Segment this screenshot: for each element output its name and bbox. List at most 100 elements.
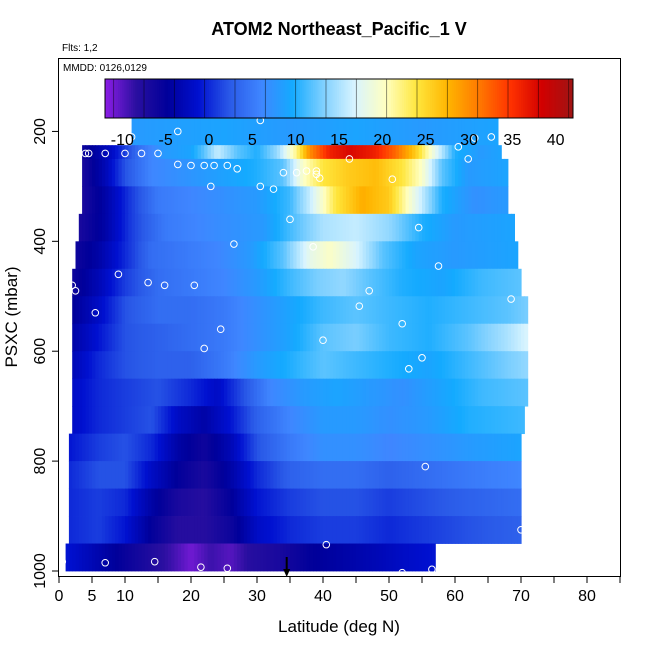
heatmap-cell: [111, 213, 116, 242]
heatmap-cell: [128, 145, 133, 160]
heatmap-cell: [365, 117, 370, 146]
heatmap-cell: [247, 461, 251, 489]
heatmap-cell: [494, 241, 499, 270]
heatmap-cell: [468, 117, 473, 146]
heatmap-cell: [181, 516, 185, 544]
heatmap-cell: [389, 296, 393, 325]
colorbar-segment: [371, 79, 375, 118]
heatmap-cell: [319, 461, 324, 489]
heatmap-cell: [431, 351, 436, 380]
heatmap-cell: [471, 378, 476, 407]
heatmap-cell: [471, 213, 476, 242]
colorbar-segment: [354, 79, 357, 118]
heatmap-cell: [207, 378, 212, 407]
colorbar-segment: [211, 79, 214, 118]
colorbar-tick-label: 35: [503, 132, 521, 149]
heatmap-cell: [148, 117, 152, 146]
heatmap-cell: [458, 241, 463, 270]
heatmap-cell: [306, 406, 311, 435]
heatmap-cell: [389, 158, 393, 187]
heatmap-cell: [174, 543, 179, 572]
heatmap-cell: [217, 117, 222, 146]
heatmap-cell: [375, 516, 380, 544]
heatmap-cell: [151, 158, 156, 187]
heatmap-cell: [323, 186, 327, 215]
heatmap-cell: [438, 406, 443, 435]
heatmap-cell: [95, 186, 100, 215]
heatmap-cell: [478, 461, 482, 489]
heatmap-cell: [359, 516, 364, 544]
heatmap-cell: [309, 296, 314, 325]
heatmap-cell: [138, 323, 143, 352]
heatmap-cell: [184, 488, 189, 517]
heatmap-cell: [323, 406, 327, 435]
heatmap-cell: [448, 516, 453, 544]
heatmap-cell: [121, 461, 126, 489]
heatmap-cell: [128, 488, 133, 517]
heatmap-cell: [121, 516, 126, 544]
heatmap-cell: [306, 323, 311, 352]
heatmap-cell: [290, 543, 294, 572]
heatmap-cell: [379, 117, 383, 146]
heatmap-cell: [250, 543, 255, 572]
heatmap-cell: [154, 186, 159, 215]
heatmap-cell: [296, 516, 301, 544]
heatmap-cell: [200, 351, 205, 380]
heatmap-cell: [349, 378, 354, 407]
colorbar-segment: [139, 79, 143, 118]
heatmap-cell: [118, 461, 123, 489]
heatmap-cell: [111, 296, 116, 325]
heatmap-cell: [464, 186, 469, 215]
heatmap-cell: [431, 268, 436, 297]
heatmap-cell: [296, 296, 301, 325]
heatmap-cell: [207, 117, 212, 146]
heatmap-cell: [296, 488, 301, 517]
heatmap-cell: [342, 296, 347, 325]
heatmap-cell: [382, 158, 387, 187]
colorbar-segment: [122, 79, 125, 118]
heatmap-cell: [405, 213, 410, 242]
heatmap-cell: [240, 461, 245, 489]
heatmap-cell: [224, 488, 228, 517]
heatmap-cell: [200, 241, 205, 270]
heatmap-cell: [332, 158, 337, 187]
heatmap-cell: [121, 186, 126, 215]
heatmap-cell: [85, 378, 90, 407]
heatmap-cell: [491, 145, 496, 160]
colorbar-segment: [347, 79, 351, 118]
heatmap-cell: [425, 323, 430, 352]
heatmap-cell: [445, 488, 449, 517]
colorbar-segment: [254, 79, 258, 118]
heatmap-cell: [329, 186, 334, 215]
heatmap-cell: [336, 296, 341, 325]
heatmap-cell: [105, 516, 110, 544]
heatmap-cell: [412, 461, 416, 489]
heatmap-cell: [412, 406, 416, 435]
heatmap-cell: [418, 117, 423, 146]
heatmap-cell: [425, 268, 430, 297]
heatmap-cell: [286, 296, 291, 325]
heatmap-cell: [125, 378, 129, 407]
heatmap-cell: [144, 433, 149, 462]
heatmap-cell: [471, 323, 476, 352]
heatmap-cell: [392, 351, 397, 380]
colorbar-segment: [531, 79, 535, 118]
heatmap-cell: [316, 213, 321, 242]
heatmap-cell: [240, 378, 245, 407]
colorbar-segment: [161, 79, 164, 118]
heatmap-cell: [101, 145, 106, 160]
heatmap-cell: [134, 158, 139, 187]
heatmap-cell: [85, 488, 90, 517]
heatmap-cell: [392, 213, 397, 242]
heatmap-cell: [332, 543, 337, 572]
heatmap-cell: [303, 145, 308, 160]
heatmap-cell: [412, 543, 416, 572]
colorbar-segment: [278, 79, 281, 118]
heatmap-cell: [435, 158, 440, 187]
heatmap-cell: [441, 158, 446, 187]
heatmap-cell: [451, 145, 456, 160]
heatmap-cell: [491, 158, 496, 187]
heatmap-cell: [125, 145, 129, 160]
heatmap-cell: [448, 378, 453, 407]
heatmap-cell: [488, 213, 492, 242]
